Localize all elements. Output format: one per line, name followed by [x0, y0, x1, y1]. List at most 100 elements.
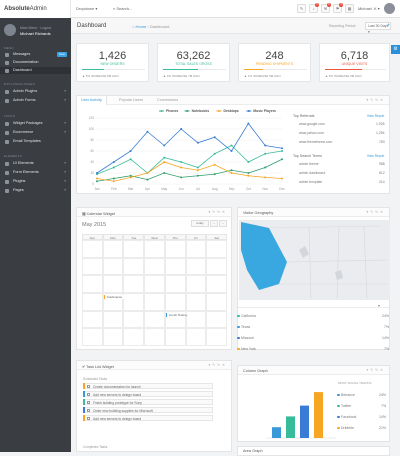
sidebar-item-widget-packages[interactable]: Widget Packages ▾: [0, 120, 71, 127]
task-item[interactable]: Add new servers to design board: [83, 391, 213, 397]
breadcrumb-home[interactable]: Home: [135, 24, 147, 29]
calendar-cell[interactable]: [185, 240, 207, 258]
task-checkbox[interactable]: [87, 385, 90, 389]
task-checkbox[interactable]: [87, 409, 90, 413]
calendar-cell[interactable]: [206, 257, 227, 276]
tab-user-activity[interactable]: User Activity: [77, 96, 107, 105]
panel-tools-icon[interactable]: ▾✎↻✕: [208, 363, 227, 367]
referral-name[interactable]: www.yahoo.com: [299, 131, 324, 135]
calendar-cell[interactable]: [82, 328, 103, 346]
next-month-button[interactable]: ›: [219, 220, 227, 227]
panel-tools-icon[interactable]: ▾✎↻✕: [366, 210, 385, 214]
task-checkbox[interactable]: [87, 417, 90, 421]
calendar-cell[interactable]: [144, 328, 165, 346]
search-input[interactable]: ⌕ Search...: [113, 6, 133, 11]
today-button[interactable]: today: [191, 220, 209, 227]
view-report-link[interactable]: View Report: [367, 154, 385, 158]
referral-name[interactable]: www.google.com: [299, 122, 325, 126]
task-item[interactable]: Order new building supplies for Microsof…: [83, 407, 213, 413]
calendar-cell[interactable]: [185, 310, 207, 329]
task-item[interactable]: Add new servers to design board: [83, 415, 213, 421]
calendar-cell[interactable]: [164, 257, 186, 276]
calendar-cell[interactable]: [102, 328, 124, 346]
calendar-cell[interactable]: [102, 310, 124, 329]
notifications-icon[interactable]: ♪ 5: [309, 3, 319, 13]
task-checkbox[interactable]: [87, 401, 90, 405]
calendar-cell[interactable]: [144, 310, 165, 329]
tools-icon[interactable]: ✎: [297, 4, 306, 13]
chevron-down-icon[interactable]: ▾: [378, 303, 381, 308]
task-checkbox[interactable]: [87, 393, 90, 397]
sidebar-item-form-elements[interactable]: Form Elements ▾: [0, 169, 71, 176]
calendar-cell[interactable]: [185, 328, 207, 346]
calendar-cell[interactable]: [185, 293, 207, 311]
prev-month-button[interactable]: ‹: [210, 220, 218, 227]
sidebar-item-documentation[interactable]: Documentation: [0, 59, 71, 66]
sidebar-item-ecommerce[interactable]: Ecommerce ▾: [0, 129, 71, 136]
calendar-cell[interactable]: [164, 275, 186, 293]
panel-tools-icon[interactable]: ▾✎↻✕: [366, 368, 385, 372]
calendar-cell[interactable]: [206, 240, 227, 258]
alerts-icon[interactable]: ⚑ 4: [333, 3, 343, 13]
calendar-cell[interactable]: [123, 310, 145, 329]
calendar-cell[interactable]: [123, 275, 145, 293]
view-report-link[interactable]: View Report: [367, 114, 385, 118]
calendar-event[interactable]: Lunch Testing: [165, 312, 206, 317]
calendar-cell[interactable]: [206, 293, 227, 311]
calendar-cell[interactable]: [164, 310, 186, 329]
calendar-cell[interactable]: [164, 240, 186, 258]
calendar-cell[interactable]: [144, 275, 165, 293]
chat-icon[interactable]: ✈: [386, 22, 391, 27]
calendar-cell[interactable]: [82, 257, 103, 276]
calendar-cell[interactable]: [144, 293, 165, 311]
sidebar-item-messages[interactable]: Messages New: [0, 51, 71, 58]
sidebar-item-plugins[interactable]: Plugins ▾: [0, 178, 71, 185]
calendar-cell[interactable]: [123, 257, 145, 276]
calendar-cell[interactable]: [185, 257, 207, 276]
calendar-cell[interactable]: [123, 293, 145, 311]
avatar[interactable]: [384, 3, 395, 14]
sidebar-item-admin-forms[interactable]: Admin Forms ▾: [0, 97, 71, 104]
calendar-cell[interactable]: [102, 275, 124, 293]
sidebar-item-dashboard[interactable]: Dashboard: [0, 67, 71, 74]
calendar-cell[interactable]: [144, 257, 165, 276]
sidebar-item-email-templates[interactable]: Email Templates: [0, 138, 71, 145]
usa-map[interactable]: [239, 220, 390, 300]
calendar-cell[interactable]: [123, 328, 145, 346]
task-item[interactable]: Create documentation for launch: [83, 383, 213, 389]
messages-icon[interactable]: ✉ 9: [321, 3, 331, 13]
tab-popular-users[interactable]: Popular Users: [119, 98, 144, 102]
calendar-cell[interactable]: [102, 293, 124, 311]
calendar-event[interactable]: Conference: [103, 295, 144, 299]
panel-tools-icon[interactable]: ▾✎↻✕: [208, 210, 227, 214]
calendar-cell[interactable]: [206, 328, 227, 346]
dropdown-menu[interactable]: Dropdown ▾: [76, 6, 98, 11]
calendar-cell[interactable]: [164, 293, 186, 311]
calendar-cell[interactable]: [102, 240, 124, 258]
grid-icon[interactable]: ▦: [345, 4, 354, 13]
gear-icon[interactable]: ⚙: [391, 45, 400, 54]
reporting-period-select[interactable]: Last 30 Days ▾: [365, 22, 391, 34]
calendar-cell[interactable]: [82, 275, 103, 293]
avatar[interactable]: [4, 24, 16, 36]
sidebar-item-pages[interactable]: Pages ▾: [0, 187, 71, 194]
calendar-cell[interactable]: [82, 310, 103, 329]
search-term[interactable]: admin theme: [299, 162, 319, 166]
panel-tools-icon[interactable]: ▾✎↻✕: [366, 98, 385, 102]
calendar-cell[interactable]: [82, 293, 103, 311]
sidebar-item-ui-elements[interactable]: UI Elements ▾: [0, 160, 71, 167]
calendar-cell[interactable]: [164, 328, 186, 346]
calendar-cell[interactable]: [123, 240, 145, 258]
referral-name[interactable]: www.themeforest.com: [299, 140, 333, 144]
search-term[interactable]: admin dashboard: [299, 171, 326, 175]
search-term[interactable]: admin template: [299, 180, 323, 184]
calendar-cell[interactable]: [206, 310, 227, 329]
user-menu[interactable]: Michael .K ▾: [358, 6, 380, 11]
calendar-cell[interactable]: [144, 240, 165, 258]
calendar-cell[interactable]: [185, 275, 207, 293]
calendar-cell[interactable]: [82, 240, 103, 258]
calendar-cell[interactable]: [102, 257, 124, 276]
user-menu-label[interactable]: Main Menu · Logout: [20, 26, 52, 30]
calendar-cell[interactable]: [206, 275, 227, 293]
brand-logo[interactable]: AbsoluteAdmin: [0, 0, 71, 18]
